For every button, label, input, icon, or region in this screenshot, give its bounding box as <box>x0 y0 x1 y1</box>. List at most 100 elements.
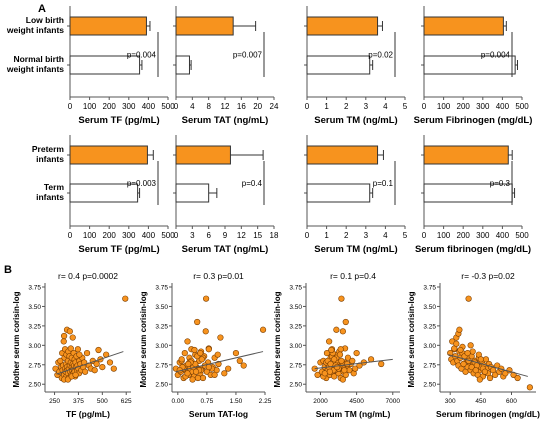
y-tick-label: 2.50 <box>289 382 302 389</box>
category-label: weight infants <box>6 64 64 74</box>
x-tick-label: 4 <box>383 231 388 240</box>
y-tick-label: 3.25 <box>423 323 436 330</box>
x-tick-label: 12 <box>221 102 230 111</box>
x-tick-label: 600 <box>506 398 517 405</box>
category-label: infants <box>36 154 64 164</box>
p-value-label: p=0.004 <box>127 51 157 60</box>
y-tick-label: 3.00 <box>28 343 41 350</box>
y-tick-label: 3.50 <box>28 304 41 311</box>
data-point <box>378 360 385 368</box>
y-tick-label: 3.75 <box>28 285 41 292</box>
y-tick-label: 2.50 <box>28 382 41 389</box>
data-point <box>326 338 333 345</box>
y-tick-label: 3.50 <box>423 304 436 311</box>
data-point <box>185 360 192 368</box>
data-point <box>341 367 348 374</box>
data-point <box>526 384 533 391</box>
data-point <box>189 376 196 383</box>
x-tick-label: 2 <box>344 231 349 240</box>
p-value-label: p=0.02 <box>368 51 393 60</box>
x-tick-label: 15 <box>253 231 262 240</box>
x-tick-label: 100 <box>83 231 97 240</box>
y-tick-label: 3.00 <box>155 343 168 350</box>
x-tick-label: 0 <box>305 231 310 240</box>
data-point <box>178 356 185 363</box>
p-value-label: p=0.003 <box>127 179 157 188</box>
x-tick-label: 200 <box>457 102 471 111</box>
data-point <box>453 340 460 347</box>
x-tick-label: 18 <box>270 231 279 240</box>
data-point <box>314 371 321 378</box>
x-axis-label: Serum TAT-log <box>189 409 248 419</box>
x-tick-label: 300 <box>476 231 490 240</box>
x-tick-label: 1.50 <box>230 398 243 405</box>
data-point <box>328 346 335 354</box>
x-tick-label: 2000 <box>313 398 328 405</box>
category-label: weight infants <box>6 25 64 35</box>
regression-line <box>314 358 393 370</box>
category-label: infants <box>36 192 64 202</box>
y-tick-label: 2.75 <box>155 362 168 369</box>
data-point <box>333 326 340 333</box>
x-tick-label: 3 <box>190 231 195 240</box>
scatter-panels: 2.50 2.75 3.00 3.25 3.50 3.75 250 375 500 625 r= 0… <box>12 271 540 419</box>
y-tick-label: 2.50 <box>423 382 436 389</box>
data-point <box>492 371 499 378</box>
panel-label-b: B <box>4 264 12 276</box>
stat-label: r= 0.4 p=0.0002 <box>58 271 118 281</box>
x-tick-label: 500 <box>515 102 529 111</box>
y-axis-label: Mother serum corisin-log <box>407 291 416 387</box>
x-tick-label: 0 <box>68 231 73 240</box>
x-tick-label: 400 <box>496 102 510 111</box>
data-point <box>61 332 68 340</box>
category-label: Low birth <box>26 15 64 25</box>
y-tick-label: 3.50 <box>289 304 302 311</box>
x-tick-label: 100 <box>437 231 451 240</box>
p-value-label: p=0.4 <box>242 179 263 188</box>
x-axis-label: Serum TM (ng/mL) <box>316 409 391 419</box>
x-tick-label: 300 <box>476 102 490 111</box>
data-point <box>211 371 218 378</box>
data-point <box>465 295 472 302</box>
data-point <box>337 346 344 353</box>
data-point <box>344 360 351 368</box>
data-point <box>321 370 328 377</box>
y-tick-label: 3.50 <box>155 304 168 311</box>
x-tick-label: 300 <box>122 231 136 240</box>
x-tick-label: 0 <box>422 231 427 240</box>
x-axis-label: Serum TAT (ng/mL) <box>182 115 269 126</box>
data-point <box>93 360 100 368</box>
x-tick-label: 9 <box>223 231 228 240</box>
data-point <box>72 371 79 378</box>
x-tick-label: 0 <box>174 231 179 240</box>
data-point <box>339 328 346 335</box>
x-tick-label: 4 <box>190 102 195 111</box>
data-point <box>460 360 467 368</box>
x-tick-label: 0.75 <box>201 398 214 405</box>
y-tick-label: 2.75 <box>289 362 302 369</box>
x-tick-label: 500 <box>161 102 175 111</box>
bar-control <box>175 55 190 75</box>
category-label: Preterm <box>32 144 65 154</box>
x-tick-label: 400 <box>496 231 510 240</box>
x-axis-label: Serum TF (pg/mL) <box>78 115 159 126</box>
bar-control <box>306 183 371 203</box>
x-axis-label: Serum TF (pg/mL) <box>78 244 159 255</box>
x-tick-label: 1 <box>324 102 329 111</box>
data-point <box>221 370 228 377</box>
data-point <box>481 368 489 375</box>
x-axis-label: Serum Fibrinogen (mg/dL) <box>414 115 533 126</box>
data-point <box>327 360 334 368</box>
data-point <box>198 356 205 363</box>
data-point <box>326 368 333 375</box>
bar-chart-7: 0 1 2 3 4 5 Serum TM (ng/mL) p=0.1 <box>304 135 408 255</box>
bar-control <box>175 183 210 203</box>
y-tick-label: 3.25 <box>155 323 168 330</box>
x-tick-label: 200 <box>457 231 471 240</box>
data-point <box>342 318 349 326</box>
data-point <box>336 351 344 358</box>
y-tick-label: 3.00 <box>423 343 436 350</box>
data-point <box>83 350 91 357</box>
data-point <box>217 334 224 341</box>
p-value-label: p=0.1 <box>373 179 394 188</box>
